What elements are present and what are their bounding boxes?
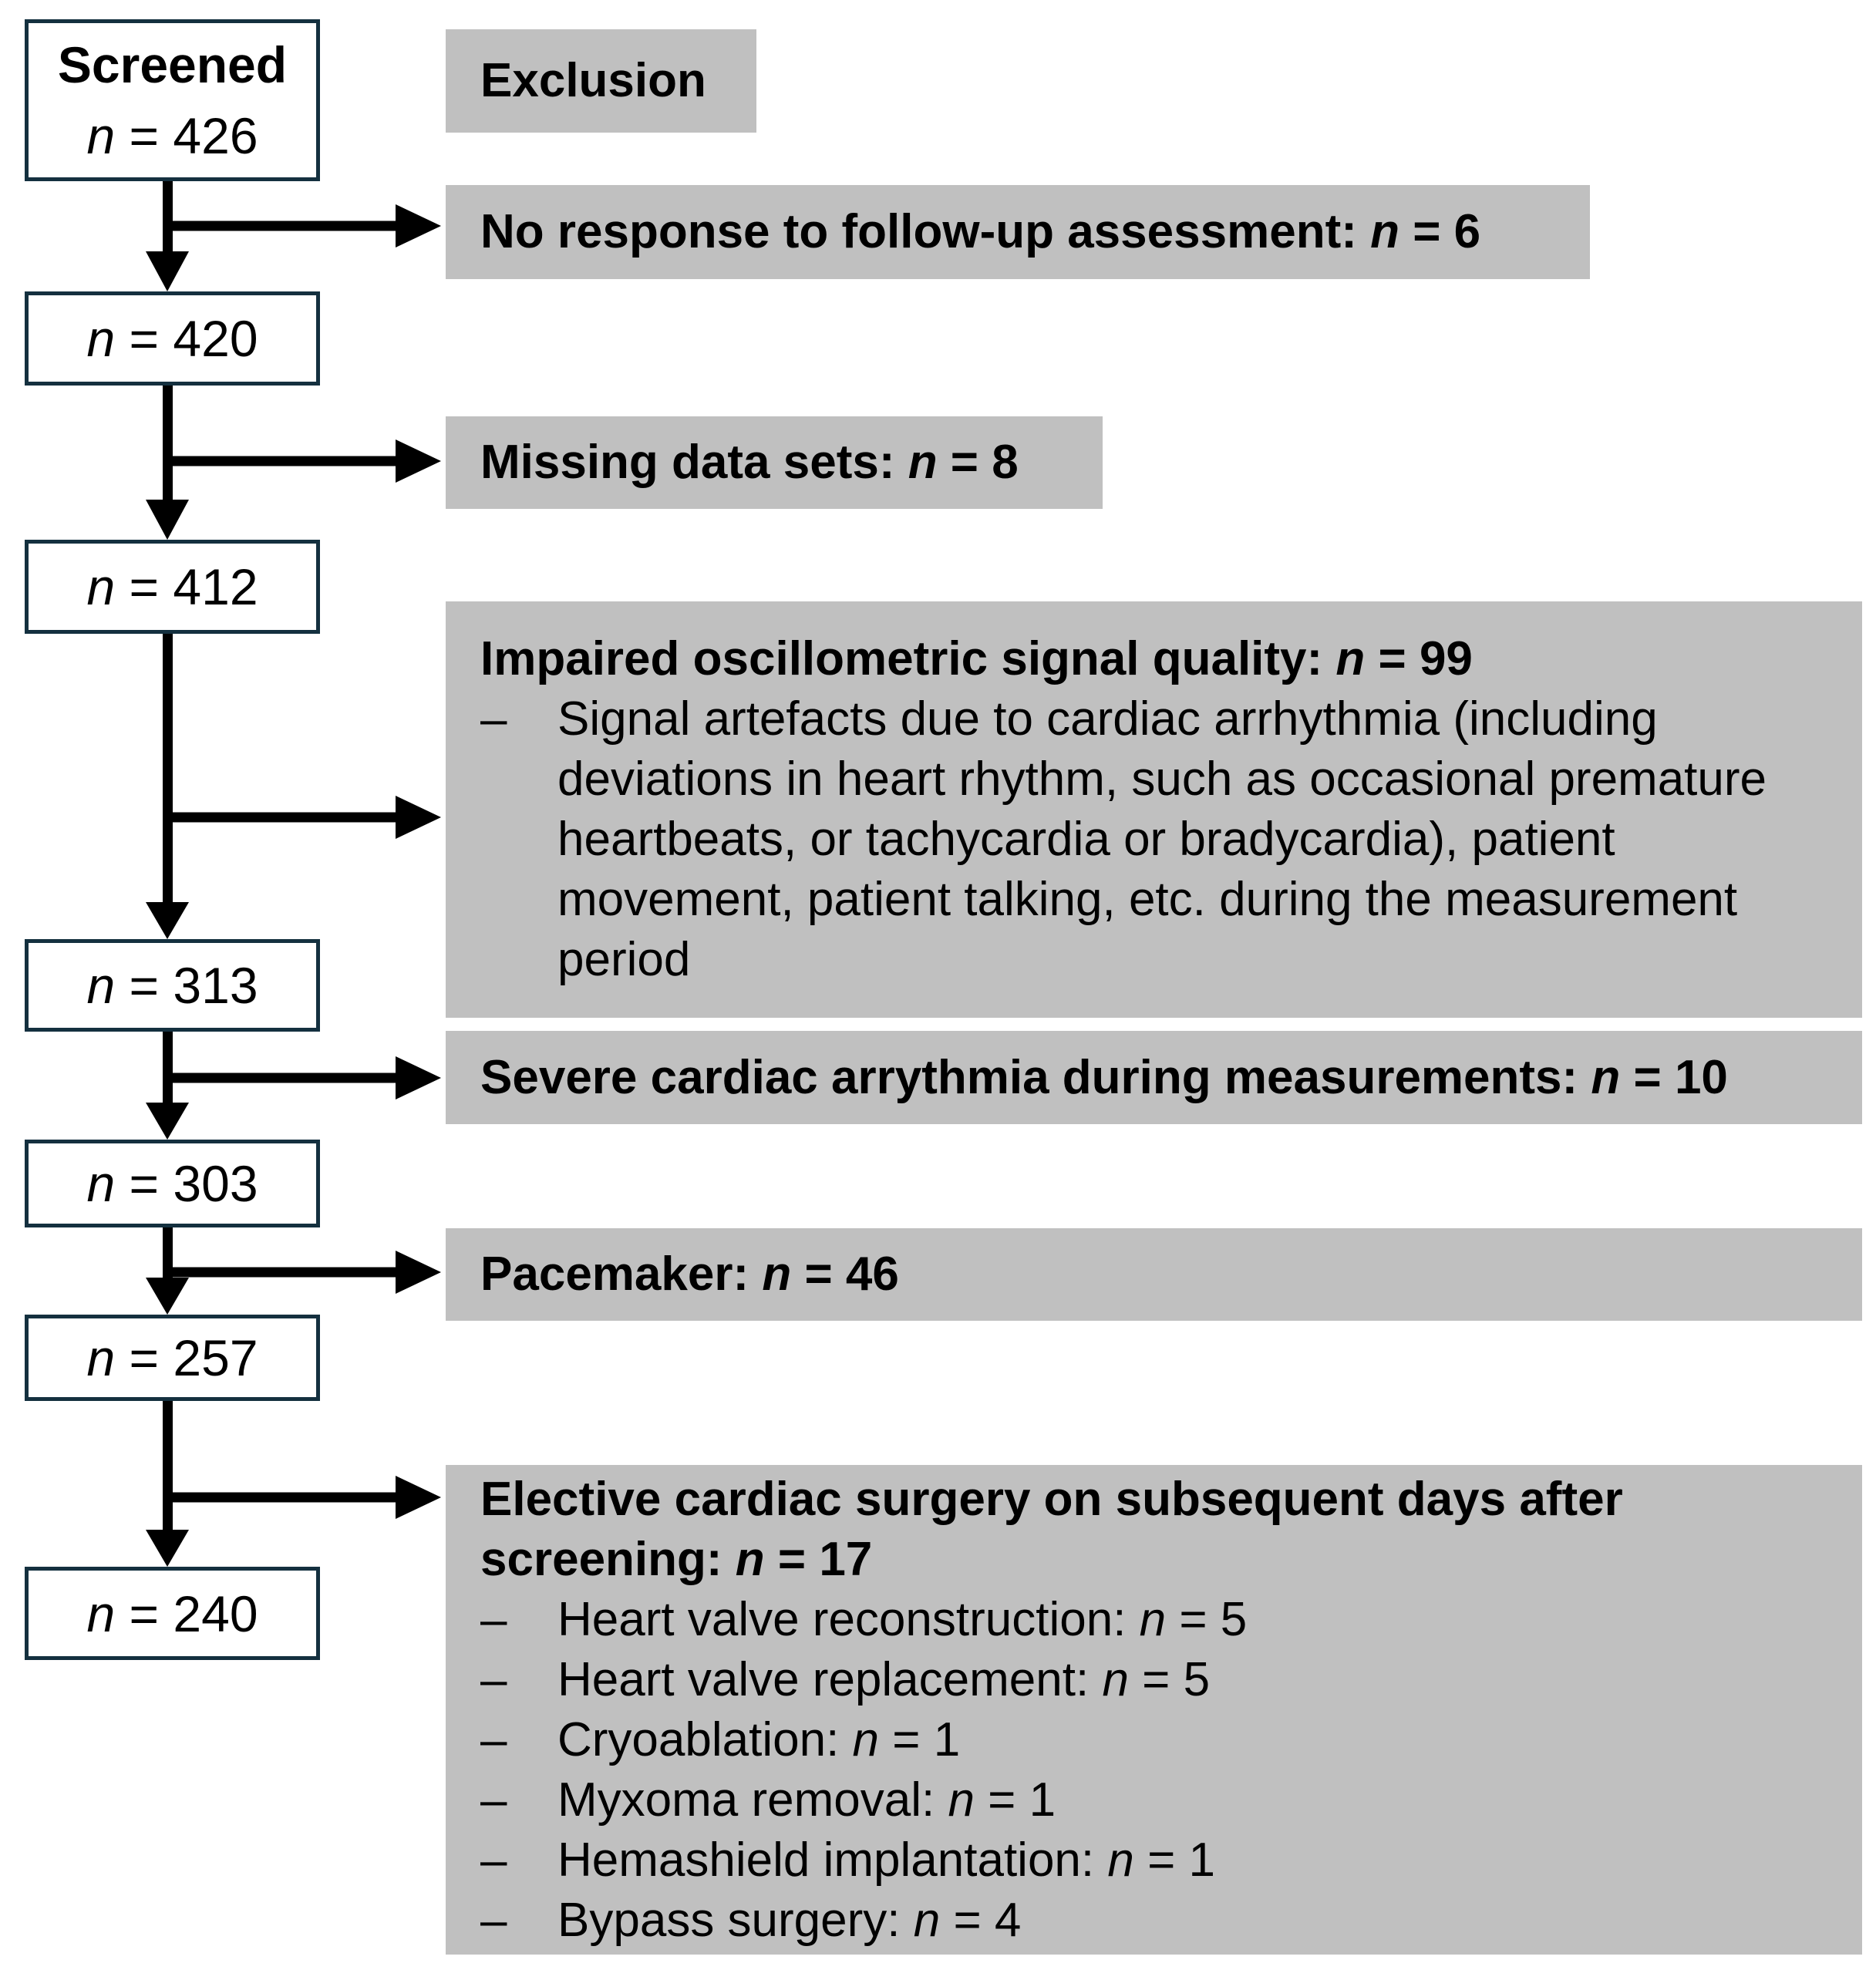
bullet-dash: –	[480, 1712, 507, 1766]
exclusion-box-pacemaker: Pacemaker: n = 46	[446, 1228, 1862, 1321]
exclusion-label: Missing data sets: n = 8	[480, 436, 1019, 489]
flow-box-screened: Screened n = 426	[25, 19, 320, 181]
exclusion-bullet-item: – Heart valve reconstruction: n = 5	[480, 1590, 1831, 1650]
bullet-text: Hemashield implantation: n = 1	[557, 1833, 1215, 1887]
arrow-branch-impaired-signal	[167, 796, 441, 839]
arrow-down-313-to-303	[146, 1032, 189, 1140]
flow-box-count: n = 420	[86, 310, 258, 367]
arrow-down-420-to-412	[146, 386, 189, 540]
bullet-dash: –	[480, 1652, 507, 1706]
flow-box-count: n = 412	[86, 558, 258, 615]
flow-box-n420: n = 420	[25, 291, 320, 386]
bullet-dash: –	[480, 1773, 507, 1827]
exclusion-bullet-item: – Signal artefacts due to cardiac arrhyt…	[480, 689, 1831, 990]
exclusion-label: Severe cardiac arrythmia during measurem…	[480, 1050, 1728, 1104]
arrow-branch-severe-arrythmia	[167, 1056, 441, 1099]
flow-box-n257: n = 257	[25, 1315, 320, 1401]
exclusion-box-severe-arrythmia: Severe cardiac arrythmia during measurem…	[446, 1031, 1862, 1124]
arrow-branch-no-response	[167, 204, 441, 248]
exclusion-box-elective-surgery: Elective cardiac surgery on subsequent d…	[446, 1465, 1862, 1955]
arrow-down-screened-to-420	[146, 181, 189, 291]
exclusion-bullet-item: – Heart valve replacement: n = 5	[480, 1650, 1831, 1710]
arrow-down-257-to-240	[146, 1401, 189, 1567]
bullet-text: Cryoablation: n = 1	[557, 1712, 961, 1766]
arrow-branch-missing-data	[167, 439, 441, 483]
exclusion-box-no-response: No response to follow-up assessment: n =…	[446, 185, 1590, 279]
bullet-dash: –	[480, 1592, 507, 1646]
flow-box-count: n = 303	[86, 1155, 258, 1212]
exclusion-header-label: Exclusion	[480, 54, 706, 107]
bullet-text: Signal artefacts due to cardiac arrhythm…	[557, 692, 1767, 986]
flow-box-n303: n = 303	[25, 1140, 320, 1227]
flow-box-title: Screened	[57, 36, 288, 93]
exclusion-header-box: Exclusion	[446, 29, 756, 133]
exclusion-bullet-item: – Hemashield implantation: n = 1	[480, 1830, 1831, 1891]
exclusion-bullet-item: – Bypass surgery: n = 4	[480, 1891, 1831, 1951]
bullet-text: Bypass surgery: n = 4	[557, 1893, 1022, 1947]
bullet-text: Heart valve reconstruction: n = 5	[557, 1592, 1248, 1646]
exclusion-bullet-item: – Myxoma removal: n = 1	[480, 1770, 1831, 1830]
bullet-text: Myxoma removal: n = 1	[557, 1773, 1056, 1827]
exclusion-label: Impaired oscillometric signal quality: n…	[480, 632, 1473, 685]
exclusion-box-impaired-signal: Impaired oscillometric signal quality: n…	[446, 601, 1862, 1018]
flow-box-count: n = 313	[86, 957, 258, 1014]
bullet-text: Heart valve replacement: n = 5	[557, 1652, 1211, 1706]
exclusion-bullet-item: – Cryoablation: n = 1	[480, 1710, 1831, 1770]
arrow-down-412-to-313	[146, 634, 189, 939]
arrow-down-303-to-257	[146, 1227, 189, 1315]
exclusion-label: Pacemaker: n = 46	[480, 1248, 899, 1301]
flow-box-count: n = 240	[86, 1584, 258, 1642]
arrow-branch-elective-surgery	[167, 1476, 441, 1519]
exclusion-label: Elective cardiac surgery on subsequent d…	[480, 1472, 1623, 1586]
flow-box-n313: n = 313	[25, 939, 320, 1032]
exclusion-label: No response to follow-up assessment: n =…	[480, 205, 1481, 258]
flow-box-n412: n = 412	[25, 540, 320, 634]
bullet-dash: –	[480, 1893, 507, 1947]
flow-box-n240: n = 240	[25, 1567, 320, 1660]
flow-box-count: n = 426	[86, 107, 258, 164]
exclusion-box-missing-data: Missing data sets: n = 8	[446, 416, 1103, 509]
arrow-branch-pacemaker	[167, 1251, 441, 1294]
bullet-dash: –	[480, 692, 507, 746]
bullet-dash: –	[480, 1833, 507, 1887]
flow-box-count: n = 257	[86, 1329, 258, 1386]
